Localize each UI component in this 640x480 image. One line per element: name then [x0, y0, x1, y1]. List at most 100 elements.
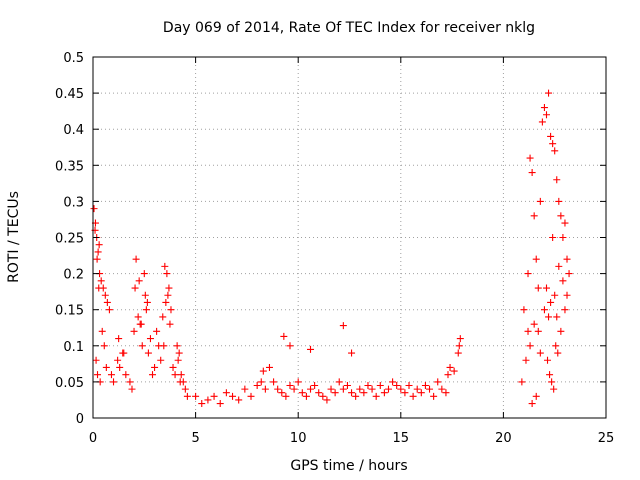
data-point-s2-31	[547, 298, 555, 306]
data-point-s0-59	[164, 291, 172, 299]
data-point-s1-39	[372, 392, 380, 400]
data-point-s2-16	[551, 147, 559, 155]
data-point-s1-31	[339, 385, 347, 393]
data-point-s1-67	[259, 367, 267, 375]
data-point-s0-45	[169, 363, 177, 371]
data-point-s0-47	[173, 342, 181, 350]
data-point-s2-47	[552, 342, 560, 350]
data-point-s0-46	[171, 371, 179, 379]
data-point-s1-26	[319, 392, 327, 400]
data-point-s2-12	[542, 111, 550, 119]
data-point-s0-21	[116, 363, 124, 371]
data-point-s0-65	[119, 349, 127, 357]
data-point-s0-28	[134, 313, 142, 321]
x-tick-label: 10	[290, 431, 307, 446]
data-point-s1-3	[210, 392, 218, 400]
data-point-s0-61	[160, 342, 168, 350]
data-point-s1-10	[253, 382, 261, 390]
data-point-s0-51	[181, 385, 189, 393]
data-point-s2-38	[549, 234, 557, 241]
data-point-s2-0	[518, 378, 526, 386]
data-point-s1-16	[278, 389, 286, 397]
data-point-s0-36	[151, 363, 159, 371]
data-point-s1-66	[455, 342, 463, 350]
data-point-s0-48	[175, 349, 183, 357]
data-point-s1-62	[307, 345, 315, 353]
data-point-s2-17	[553, 176, 561, 184]
data-point-s2-27	[534, 327, 542, 335]
x-axis-label: GPS time / hours	[290, 458, 407, 474]
data-point-s0-18	[107, 371, 115, 379]
grid-layer	[93, 57, 606, 418]
data-point-s1-15	[274, 385, 282, 393]
data-point-s1-43	[389, 378, 397, 386]
data-point-s1-32	[343, 382, 351, 390]
data-point-s0-25	[128, 385, 136, 393]
data-point-s1-5	[222, 389, 230, 397]
data-point-s2-35	[561, 306, 569, 314]
data-point-s2-7	[532, 255, 540, 263]
data-point-s1-58	[450, 367, 458, 375]
data-point-s0-56	[141, 291, 149, 299]
data-point-s0-32	[142, 306, 150, 314]
data-point-s1-35	[356, 385, 364, 393]
data-point-s1-61	[286, 342, 294, 350]
data-point-s1-19	[290, 385, 298, 393]
data-point-s1-0	[192, 392, 200, 400]
data-point-s2-14	[547, 132, 555, 140]
data-point-s1-47	[405, 382, 413, 390]
data-point-s1-44	[393, 382, 401, 390]
data-point-s2-13	[545, 89, 553, 97]
data-point-s2-19	[557, 212, 565, 220]
data-point-s0-53	[131, 284, 139, 292]
data-point-s0-9	[97, 277, 105, 285]
data-point-s0-54	[135, 277, 143, 285]
data-point-s2-15	[549, 140, 557, 148]
data-point-s2-20	[559, 234, 567, 241]
data-point-s0-40	[159, 313, 167, 321]
data-point-s2-2	[522, 356, 530, 364]
data-point-s2-10	[538, 118, 546, 126]
x-tick-label: 25	[598, 431, 615, 446]
data-point-s2-25	[526, 342, 534, 350]
data-point-s0-49	[177, 371, 185, 379]
data-point-s0-44	[167, 306, 175, 314]
data-point-s1-57	[446, 363, 454, 371]
data-point-s0-12	[103, 298, 111, 306]
data-point-s1-25	[315, 389, 323, 397]
data-point-s2-6	[530, 212, 538, 220]
y-tick-label: 0.3	[63, 195, 84, 210]
data-point-s0-4	[95, 241, 103, 249]
data-point-s1-27	[323, 396, 331, 404]
data-point-s2-43	[544, 356, 552, 364]
data-point-s0-17	[102, 363, 110, 371]
data-point-s0-14	[98, 327, 106, 335]
data-point-s1-52	[426, 385, 434, 393]
data-point-s0-27	[132, 255, 140, 263]
data-point-s1-54	[434, 378, 442, 386]
data-point-s1-4	[216, 400, 224, 408]
y-tick-label: 0.25	[55, 232, 84, 247]
data-point-s1-7	[235, 396, 243, 404]
data-point-s1-59	[454, 349, 462, 357]
data-point-s2-33	[553, 313, 561, 321]
data-point-s0-6	[93, 255, 101, 263]
data-point-s2-9	[536, 197, 544, 205]
data-point-s2-44	[546, 371, 554, 379]
data-point-s1-22	[302, 392, 310, 400]
data-point-s2-23	[565, 270, 573, 278]
data-point-s1-18	[286, 382, 294, 390]
data-point-s0-67	[176, 378, 184, 386]
data-point-s1-33	[348, 389, 356, 397]
y-tick-label: 0.15	[55, 304, 84, 319]
data-point-s2-36	[528, 400, 536, 408]
y-tick-label: 0.05	[55, 376, 84, 391]
data-point-s2-45	[548, 378, 556, 386]
data-point-s0-39	[157, 356, 165, 364]
data-point-s1-68	[444, 371, 452, 379]
data-point-s0-30	[138, 342, 146, 350]
data-point-s1-24	[311, 382, 319, 390]
points-layer	[90, 89, 573, 408]
data-point-s1-8	[241, 385, 249, 393]
